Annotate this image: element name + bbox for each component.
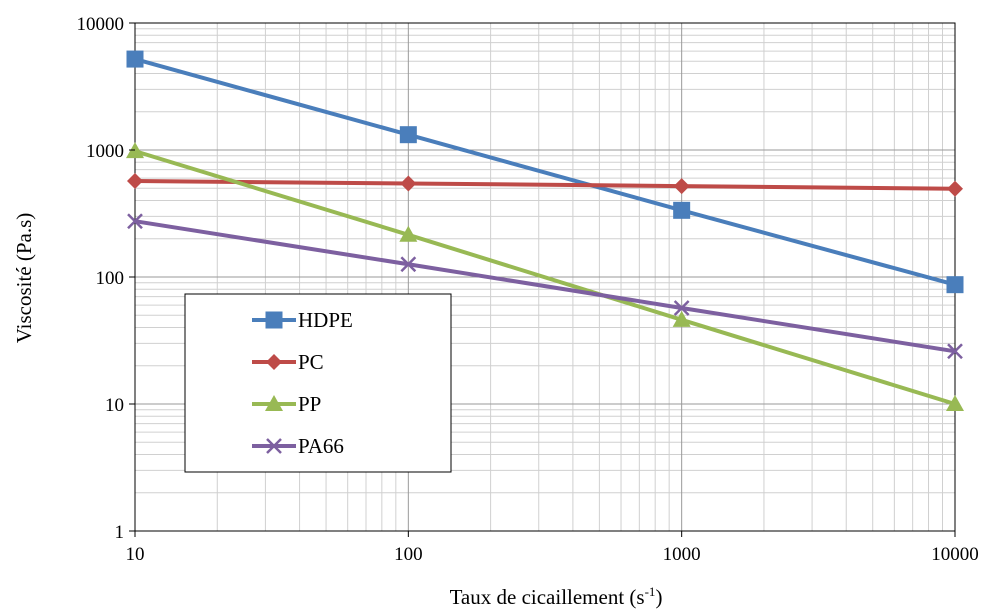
legend-marker-pa66 <box>266 438 282 454</box>
data-point-pc <box>127 173 143 190</box>
series-pa66 <box>127 213 963 360</box>
x-axis-title: Taux de cicaillement (s-1) <box>450 584 663 609</box>
data-point-pp <box>672 310 691 327</box>
x-tick-label: 100 <box>394 544 423 565</box>
legend-marker-hdpe <box>265 311 283 329</box>
y-tick-label: 10000 <box>77 14 125 35</box>
data-point-pa66 <box>673 300 690 316</box>
data-point-pc <box>673 178 690 195</box>
data-point-pp <box>399 225 418 242</box>
series-pc <box>127 173 963 197</box>
y-tick-label: 1000 <box>86 141 124 162</box>
series-layer <box>126 50 964 411</box>
series-line-pp <box>134 149 956 406</box>
legend-label: PC <box>298 350 324 374</box>
series-hdpe <box>126 50 964 294</box>
legend-label: PA66 <box>298 434 344 458</box>
legend-label: PP <box>298 392 321 416</box>
data-point-pc <box>400 175 417 192</box>
data-point-pa66 <box>400 256 417 273</box>
legend: HDPE PC PP PA66 <box>184 293 452 473</box>
x-tick-label: 10 <box>126 544 145 565</box>
data-point-hdpe <box>673 201 691 219</box>
legend-entry-hdpe: HDPE <box>252 308 353 332</box>
legend-marker-pc <box>266 354 282 370</box>
y-tick-label: 100 <box>96 268 125 289</box>
x-axis-ticks: 10 100 1000 10000 <box>126 531 979 565</box>
data-point-hdpe <box>126 50 144 68</box>
legend-entry-pp: PP <box>252 392 321 416</box>
y-axis-title: Viscosité (Pa.s) <box>12 213 36 344</box>
data-point-pp <box>946 395 964 411</box>
y-tick-label: 10 <box>105 395 124 416</box>
data-point-pa66 <box>127 213 143 230</box>
data-point-hdpe <box>946 276 964 294</box>
x-tick-label: 10000 <box>931 544 979 565</box>
series-line-pc <box>134 179 956 191</box>
legend-entry-pc: PC <box>252 350 324 374</box>
data-point-pa66 <box>947 343 963 360</box>
series-line-pa66 <box>134 219 956 354</box>
x-tick-label: 1000 <box>663 544 701 565</box>
y-tick-label: 1 <box>115 522 125 543</box>
legend-label: HDPE <box>298 308 353 332</box>
series-line-hdpe <box>134 57 956 287</box>
legend-box <box>184 293 452 473</box>
data-point-pc <box>947 180 963 197</box>
y-axis-ticks: 1 10 100 1000 10000 <box>77 14 135 543</box>
legend-entry-pa66: PA66 <box>252 434 344 458</box>
data-point-hdpe <box>399 126 417 144</box>
legend-marker-pp <box>265 395 283 411</box>
